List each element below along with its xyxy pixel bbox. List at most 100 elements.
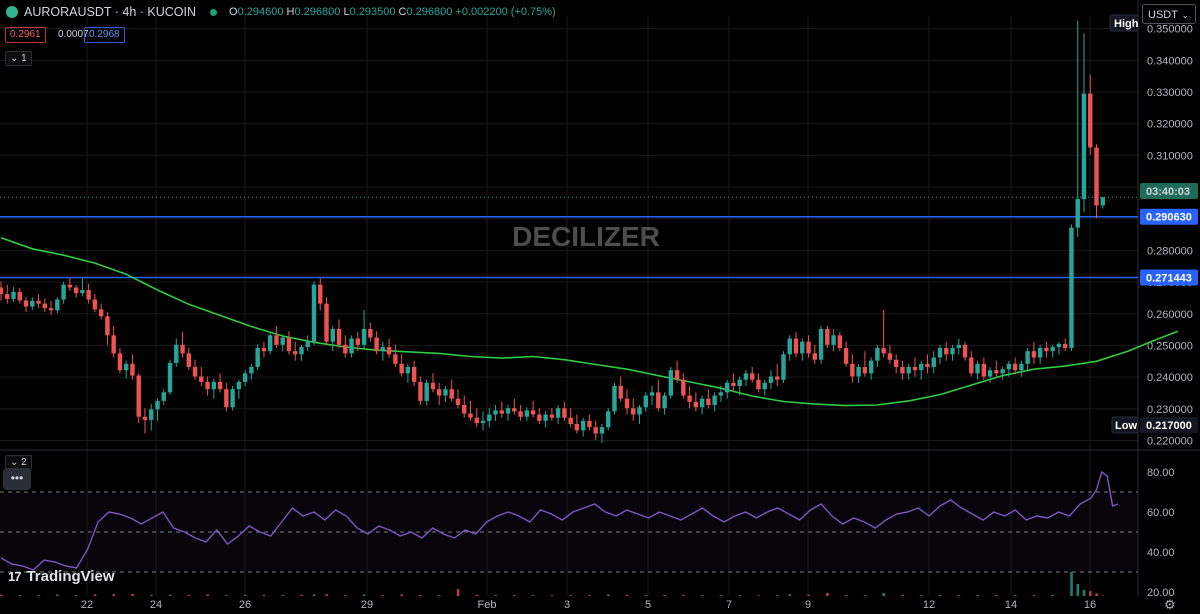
symbol-header: AURORAUSDT · 4h · KUCOIN O0.294600 H0.29… [6, 5, 556, 19]
volume-bar [325, 594, 328, 596]
candle-body [380, 347, 386, 352]
volume-bar [168, 594, 172, 596]
x-tick-label: 9 [805, 599, 811, 611]
open-value: 0.294600 [237, 6, 284, 18]
candle-body [975, 363, 980, 374]
candle-body [336, 328, 342, 345]
candle-body [361, 328, 367, 345]
candle-body [856, 367, 861, 377]
volume-bar [112, 594, 116, 596]
currency-label: USDT [1148, 9, 1178, 21]
candle-body [994, 370, 999, 374]
x-tick-label: 24 [150, 599, 162, 611]
x-tick-label: 14 [1005, 599, 1017, 611]
candle-body [430, 382, 436, 390]
candle-body [55, 299, 60, 311]
candle-body [793, 338, 799, 354]
candle-body [305, 341, 310, 348]
tradingview-branding[interactable]: 17 TradingView [8, 568, 115, 585]
candle-body [493, 410, 498, 415]
candle-body [893, 359, 899, 368]
candle-body [299, 347, 304, 355]
candle-body [881, 347, 886, 354]
candle-body [524, 410, 530, 417]
volume-bar [550, 595, 554, 596]
candle-body [73, 287, 79, 294]
currency-selector[interactable]: USDT ⌄ [1142, 4, 1196, 24]
volume-bar [362, 594, 366, 596]
high-tag: High [1114, 18, 1139, 30]
candle-body [1069, 227, 1074, 348]
volume-bar [1013, 594, 1017, 596]
market-status-icon [210, 8, 218, 16]
candle-body [1081, 93, 1087, 200]
candle-body [731, 382, 736, 387]
moving-average-line [0, 237, 1179, 407]
volume-bar [1089, 591, 1092, 596]
candle-body [0, 287, 4, 295]
candle-body [249, 367, 254, 374]
candle-body [775, 376, 780, 380]
buy-button[interactable]: 0.2968 [84, 27, 125, 43]
candle-body [1094, 147, 1099, 206]
volume-bar [531, 595, 535, 596]
candle-body [875, 347, 880, 361]
candle-body [1063, 343, 1068, 348]
chevron-down-icon: ⌄ [10, 457, 19, 468]
candle-body [931, 357, 936, 368]
volume-bar [863, 595, 867, 596]
candle-body [174, 344, 179, 363]
volume-bar [901, 594, 904, 596]
candle-body [192, 367, 198, 377]
candle-body [618, 386, 623, 399]
volume-bar [381, 595, 385, 596]
volume-bar [644, 595, 648, 596]
volume-bar [1051, 594, 1055, 596]
volume-bar [243, 594, 247, 596]
pane-1-toggle[interactable]: ⌄ 1 [5, 51, 32, 66]
candle-body [92, 299, 98, 310]
volume-bar [588, 594, 591, 596]
candle-body [649, 392, 655, 396]
candle-body [124, 363, 129, 371]
settings-gear-icon[interactable]: ⚙ [1164, 597, 1176, 612]
candle-body [505, 408, 511, 414]
candle-body [230, 389, 235, 408]
candle-body [311, 284, 317, 342]
candle-body [293, 351, 298, 355]
candle-body [555, 408, 561, 418]
more-options-button[interactable]: ••• [3, 468, 31, 490]
volume-bar [882, 593, 886, 596]
candle-body [1037, 347, 1043, 358]
candle-body [355, 338, 361, 345]
sell-button[interactable]: 0.2961 [5, 27, 46, 43]
candle-body [111, 335, 116, 354]
candle-body [831, 335, 836, 345]
x-tick-label: 12 [923, 599, 935, 611]
volume-bar [37, 594, 40, 596]
x-tick-label: Feb [478, 599, 497, 611]
candle-body [167, 362, 173, 393]
candle-body [418, 381, 423, 401]
candle-body [267, 335, 273, 352]
candle-body [750, 373, 755, 380]
candle-body [762, 382, 767, 390]
y-tick-label: 0.340000 [1147, 55, 1193, 67]
candle-body [161, 392, 166, 401]
chevron-down-icon: ⌄ [10, 53, 19, 64]
y-tick-label: 0.280000 [1147, 245, 1193, 257]
symbol-title[interactable]: AURORAUSDT · 4h · KUCOIN [24, 5, 197, 19]
candle-body [718, 392, 724, 396]
rsi-tick-label: 60.00 [1147, 507, 1175, 519]
candle-body [411, 367, 417, 382]
candle-body [812, 353, 817, 360]
candle-body [1075, 199, 1080, 228]
candle-body [17, 291, 22, 301]
volume-bar [300, 594, 303, 596]
volume-bar [569, 595, 573, 596]
candle-body [1006, 363, 1012, 370]
volume-bar [150, 594, 153, 596]
candle-body [274, 335, 279, 345]
